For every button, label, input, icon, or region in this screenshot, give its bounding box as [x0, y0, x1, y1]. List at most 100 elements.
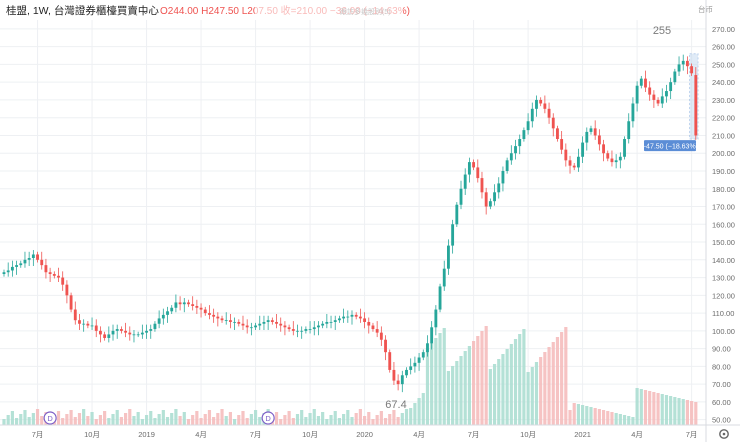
candle-body [459, 188, 463, 205]
candle-body [451, 224, 455, 246]
candle-body [367, 321, 371, 326]
volume-bar [593, 408, 597, 425]
candle-body [644, 78, 647, 88]
time-tick-label: 4月 [195, 430, 207, 439]
candle-body [136, 334, 140, 336]
volume-bar [409, 408, 413, 425]
candle-body [2, 272, 6, 275]
volume-bar [10, 411, 14, 425]
candle-body [73, 309, 77, 321]
candle-body [241, 323, 245, 326]
volume-bar [170, 413, 174, 425]
price-tick-label: 240.00 [712, 78, 735, 87]
volume-bar [492, 364, 497, 425]
volume-bar [585, 406, 589, 425]
candle-body [593, 128, 597, 136]
candle-body [40, 259, 44, 266]
candle-body [556, 128, 559, 140]
candle-body [618, 156, 622, 161]
volume-bar [560, 332, 564, 425]
candle-body [199, 307, 203, 310]
candle-body [174, 302, 178, 308]
candle-body [501, 170, 505, 184]
volume-bar [417, 398, 421, 425]
candle-body [576, 156, 580, 168]
dividend-marker[interactable] [261, 411, 275, 425]
volume-bar [103, 411, 107, 425]
candle-body [19, 263, 23, 266]
volume-bar [82, 409, 86, 425]
time-tick-label: 2021 [574, 430, 591, 439]
candle-body [463, 174, 467, 189]
low-label: 67.4 [385, 399, 406, 411]
volume-bar [451, 366, 455, 425]
volume-bar [199, 418, 203, 425]
range-measure-box [644, 140, 696, 152]
volume-bar [677, 398, 681, 425]
volume-bar [19, 414, 23, 425]
candle-body [623, 139, 626, 157]
volume-bar [291, 418, 295, 425]
candle-body [187, 302, 190, 305]
volume-bar [14, 418, 19, 425]
dividend-marker-label[interactable]: D [265, 414, 271, 423]
candle-body [321, 323, 325, 326]
symbol-title[interactable]: 桂盟, 1W, 台灣證券櫃檯買賣中心 [6, 4, 159, 17]
candle-body [602, 144, 605, 154]
price-tick-label: 210.00 [712, 131, 735, 140]
candle-body [551, 117, 555, 129]
volume-bar [300, 410, 304, 425]
volume-bar [513, 339, 518, 425]
candle-body [421, 352, 425, 358]
candle-body [589, 128, 593, 132]
candle-body [522, 130, 526, 140]
price-tick-label: 250.00 [712, 60, 735, 69]
candle-body [48, 272, 52, 275]
volume-bar [73, 417, 77, 425]
volume-bar [115, 410, 119, 425]
volume-bar [182, 412, 186, 425]
volume-bar [576, 404, 581, 425]
candle-body [228, 320, 232, 322]
candle-body [300, 330, 304, 332]
volume-bar [421, 393, 425, 425]
candle-body [170, 307, 174, 312]
volume-bar [547, 347, 551, 425]
volume-bar [362, 416, 367, 425]
candle-body [342, 316, 346, 319]
candle-body [36, 254, 39, 260]
candle-body [10, 266, 14, 271]
candle-body [572, 165, 576, 168]
time-tick-label: 7月 [250, 430, 262, 439]
volume-bar [86, 416, 90, 425]
candle-body [358, 316, 362, 319]
time-tick-label: 7月 [468, 430, 480, 439]
candle-body [115, 329, 119, 331]
price-tick-label: 160.00 [712, 220, 735, 229]
candle-body [426, 343, 429, 353]
candle-body [61, 277, 65, 285]
settings-gear-icon[interactable] [719, 429, 729, 439]
volume-bar [480, 331, 484, 425]
volume-bar [337, 418, 342, 425]
price-tick-label: 60.00 [712, 398, 731, 407]
dividend-marker-label[interactable]: D [47, 414, 53, 423]
candle-body [413, 362, 417, 367]
candle-body [627, 121, 631, 140]
time-tick-label: 7月 [686, 430, 698, 439]
volume-bar [178, 416, 182, 425]
price-tick-label: 270.00 [712, 25, 735, 34]
candle-body [405, 369, 408, 376]
volume-bar [316, 416, 321, 425]
candle-body [337, 318, 341, 321]
chevron-down-icon[interactable]: ⌄ [142, 6, 150, 16]
candle-body [472, 162, 476, 168]
candle-body [396, 380, 400, 385]
volume-bar [639, 389, 643, 425]
volume-bar [648, 391, 652, 425]
candle-body [6, 270, 10, 273]
price-tick-label: 130.00 [712, 274, 735, 283]
dividend-marker[interactable] [43, 411, 57, 425]
volume-bar [526, 372, 530, 425]
candle-body [665, 91, 668, 97]
